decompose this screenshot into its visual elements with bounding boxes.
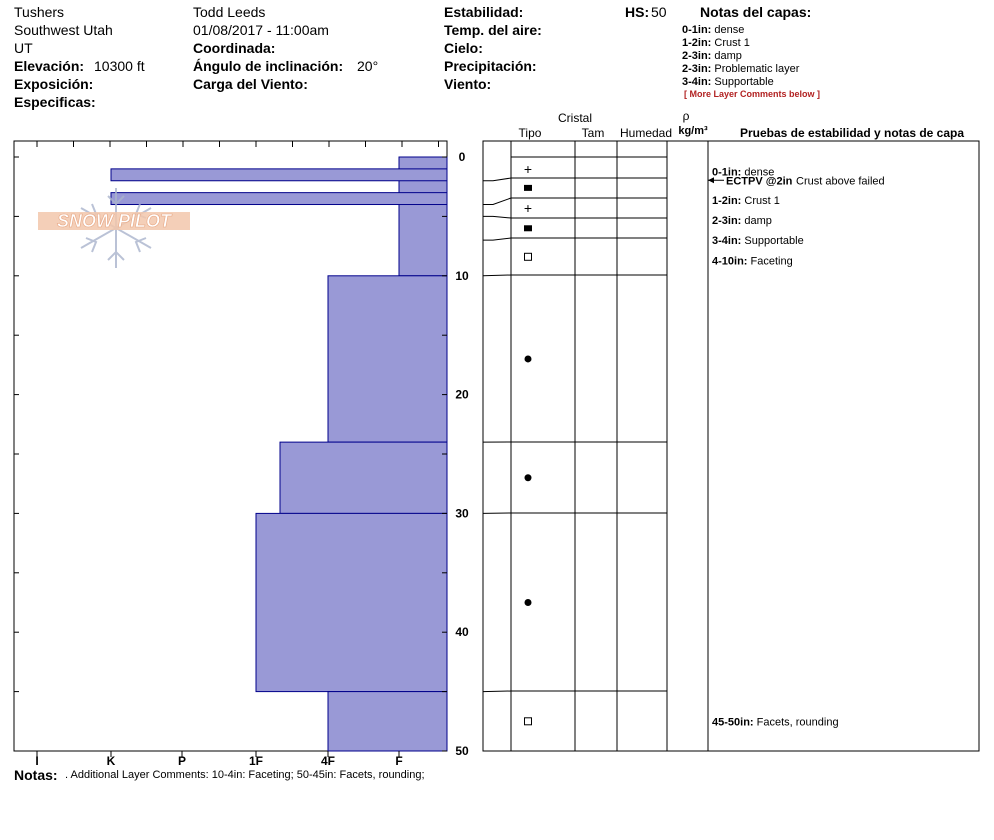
layer-comment: 45-50in: Facets, rounding — [712, 716, 839, 728]
crystal-symbol-dot — [524, 599, 532, 606]
hs-label: HS: — [625, 4, 650, 20]
column-header-size: Tam — [582, 126, 605, 140]
layer-note-line: 2-3in: Problematic layer — [682, 63, 800, 75]
layer-comment: 3-4in: Supportable — [712, 235, 804, 247]
layer-table-frame — [482, 140, 980, 752]
hardness-tick-label: 1F — [249, 754, 263, 768]
depth-tick-label: 20 — [455, 388, 469, 402]
layer-comment: 1-2in: Crust 1 — [712, 195, 780, 207]
layer-comment: 4-10in: Faceting — [712, 255, 793, 267]
column-header-density-unit: kg/m³ — [678, 125, 708, 137]
coordinate-label: Coordinada: — [193, 40, 276, 56]
crystal-symbol-filled-square — [524, 184, 532, 191]
stability-test-note: Crust above failed — [796, 175, 885, 187]
logo-band — [38, 212, 190, 230]
notes-text: . Additional Layer Comments: 10-4in: Fac… — [65, 769, 425, 781]
hardness-bar — [327, 275, 448, 443]
hardness-bar — [327, 691, 448, 752]
crystal-symbol-open-square — [524, 252, 532, 261]
depth-tick-label: 0 — [459, 150, 466, 164]
air-temp-label: Temp. del aire: — [444, 22, 542, 38]
depth-tick-label: 40 — [455, 625, 469, 639]
stability-label: Estabilidad: — [444, 4, 524, 20]
layer-connector-line — [483, 237, 512, 241]
layer-connector-line — [483, 215, 512, 219]
layer-comment: 2-3in: damp — [712, 215, 772, 227]
sky-label: Cielo: — [444, 40, 483, 56]
region: Southwest Utah — [14, 22, 113, 38]
depth-tick-label: 30 — [455, 506, 469, 520]
crystal-symbol-dot — [524, 355, 532, 363]
layer-connector-line — [482, 274, 512, 277]
snowpilot-logo: SNOW PILOT — [38, 188, 190, 268]
hardness-bar — [279, 441, 448, 514]
stability-test-arrowhead — [708, 177, 714, 184]
depth-tick-label: 10 — [455, 269, 469, 283]
hardness-bar — [255, 512, 448, 693]
state: UT — [14, 40, 33, 56]
hardness-tick-label: K — [107, 754, 116, 768]
specifics-label: Especificas: — [14, 94, 96, 110]
crystal-symbol-open-square — [524, 717, 532, 726]
datetime: 01/08/2017 - 11:00am — [193, 22, 329, 38]
elevation-label: Elevación: — [14, 58, 85, 74]
crystal-symbol-plus: + — [524, 161, 532, 177]
location: Tushers — [14, 4, 65, 20]
wind-label: Viento: — [444, 76, 492, 92]
layer-note-line: 0-1in: dense — [682, 24, 745, 36]
hardness-tick-label: I — [35, 754, 38, 768]
layer-note-line: 1-2in: Crust 1 — [682, 37, 750, 49]
hardness-tick-label: 4F — [321, 754, 335, 768]
layer-note-line: 3-4in: Supportable — [682, 76, 774, 88]
column-header-type: Tipo — [519, 126, 542, 140]
column-header-crystal: Cristal — [558, 111, 592, 125]
elevation-value: 10300 ft — [94, 58, 145, 74]
layer-connector-line — [483, 197, 512, 206]
crystal-symbol-filled-square — [524, 225, 532, 232]
crystal-symbol-plus: + — [524, 200, 532, 216]
more-comments-link[interactable]: [ More Layer Comments below ] — [684, 89, 821, 99]
observer: Todd Leeds — [193, 4, 266, 20]
notes-label: Notas: — [14, 767, 58, 783]
slope-value: 20° — [357, 58, 379, 74]
column-header-moisture: Humedad — [620, 126, 672, 140]
logo-text: SNOW PILOT — [57, 211, 173, 231]
layer-comment: 0-1in: dense — [712, 166, 774, 178]
depth-tick-label: 50 — [455, 744, 469, 758]
hardness-tick-label: P — [178, 754, 186, 768]
hs-value: 50 — [651, 4, 667, 20]
column-header-rho: ρ — [683, 109, 690, 123]
exposure-label: Exposición: — [14, 76, 94, 92]
stability-test-label: ECTPV @2in — [726, 175, 793, 187]
column-header-tests-notes: Pruebas de estabilidad y notas de capa — [740, 126, 964, 140]
wind-load-label: Carga del Viento: — [193, 76, 308, 92]
precip-label: Precipitación: — [444, 58, 537, 74]
crystal-symbol-dot — [524, 474, 532, 482]
layer-note-line: 2-3in: damp — [682, 50, 742, 62]
hardness-bar — [110, 168, 448, 182]
layer-connector-line — [482, 690, 512, 693]
hardness-tick-label: F — [395, 754, 402, 768]
layer-connector-line — [483, 177, 512, 182]
layer-notes-title: Notas del capas: — [700, 4, 812, 20]
slope-label: Ángulo de inclinación: — [193, 58, 344, 74]
